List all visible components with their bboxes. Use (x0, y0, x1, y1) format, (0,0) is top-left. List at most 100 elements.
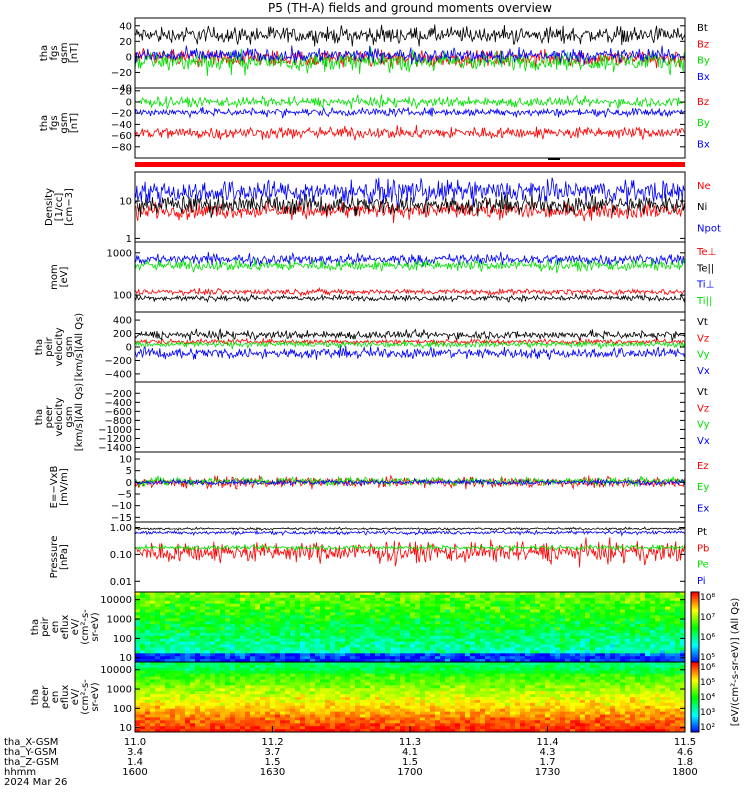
spectrogram-cell (475, 603, 481, 608)
spectrogram-cell (255, 702, 261, 707)
spectrogram-cell (400, 717, 406, 721)
spectrogram-cell (575, 685, 581, 689)
spectrogram-cell (280, 664, 286, 669)
spectrogram-cell (365, 705, 371, 710)
spectrogram-cell (455, 603, 461, 608)
spectrogram-cell (215, 653, 221, 657)
spectrogram-cell (145, 691, 151, 695)
spectrogram-cell (495, 673, 501, 678)
spectrogram-cell (535, 676, 541, 681)
spectrogram-cell (365, 729, 371, 732)
spectrogram-cell (150, 688, 156, 692)
spectrogram-cell (260, 606, 266, 611)
spectrogram-cell (185, 600, 191, 605)
spectrogram-cell (550, 606, 556, 611)
spectrogram-cell (450, 714, 456, 718)
spectrogram-cell (595, 650, 601, 654)
spectrogram-cell (445, 697, 451, 701)
spectrogram-cell (265, 723, 271, 727)
spectrogram-cell (550, 653, 556, 657)
spectrogram-cell (520, 609, 526, 613)
spectrogram-cell (325, 670, 331, 675)
spectrogram-cell (465, 726, 471, 730)
spectrogram-cell (535, 615, 541, 619)
spectrogram-cell (580, 612, 586, 616)
spectrogram-cell (295, 615, 301, 619)
spectrogram-cell (285, 594, 291, 599)
spectrogram-cell (400, 638, 406, 643)
spectrogram-cell (530, 627, 536, 631)
spectrogram-cell (430, 702, 436, 707)
spectrogram-cell (250, 691, 256, 695)
spectrogram-cell (460, 697, 466, 701)
spectrogram-cell (490, 714, 496, 718)
spectrogram-cell (135, 659, 141, 662)
spectrogram-cell (170, 615, 176, 619)
spectrogram-cell (540, 644, 546, 648)
spectrogram-cell (665, 653, 671, 657)
spectrogram-cell (380, 600, 386, 605)
spectrogram-cell (470, 714, 476, 718)
spectrogram-cell (580, 644, 586, 648)
spectrogram-cell (400, 641, 406, 646)
spectrogram-cell (210, 673, 216, 678)
spectrogram-cell (300, 708, 306, 713)
spectrogram-cell (385, 667, 391, 672)
spectrogram-cell (205, 612, 211, 616)
spectrogram-cell (355, 726, 361, 730)
spectrogram-cell (520, 627, 526, 631)
spectrogram-cell (535, 635, 541, 640)
spectrogram-cell (420, 729, 426, 732)
spectrogram-cell (540, 664, 546, 669)
spectrogram-cell (310, 682, 316, 686)
spectrogram-cell (555, 708, 561, 713)
series-density-Ne (135, 199, 685, 224)
spectrogram-cell (310, 624, 316, 628)
spectrogram-cell (465, 673, 471, 678)
spectrogram-cell (225, 627, 231, 631)
spectrogram-cell (315, 705, 321, 710)
spectrogram-cell (680, 629, 685, 634)
spectrogram-cell (145, 714, 151, 718)
spectrogram-cell (210, 670, 216, 675)
spectrogram-cell (235, 644, 241, 648)
spectrogram-cell (525, 650, 531, 654)
spectrogram-cell (260, 603, 266, 608)
spectrogram-cell (165, 641, 171, 646)
spectrogram-cell (380, 653, 386, 657)
spectrogram-cell (240, 702, 246, 707)
spectrogram-cell (480, 679, 486, 683)
spectrogram-cell (255, 650, 261, 654)
spectrogram-cell (350, 638, 356, 643)
spectrogram-cell (195, 621, 201, 625)
spectrogram-cell (670, 653, 676, 657)
spectrogram-cell (480, 667, 486, 672)
spectrogram-cell (515, 659, 521, 662)
spectrogram-cell (175, 635, 181, 640)
spectrogram-cell (565, 659, 571, 662)
spectrogram-cell (370, 624, 376, 628)
spectrogram-cell (140, 705, 146, 710)
spectrogram-cell (560, 679, 566, 683)
spectrogram-cell (540, 641, 546, 646)
spectrogram-cell (245, 647, 251, 651)
spectrogram-cell (380, 711, 386, 716)
spectrogram-cell (610, 641, 616, 646)
legend-Bz: Bz (697, 39, 709, 50)
spectrogram-cell (245, 694, 251, 698)
spectrogram-cell (305, 627, 311, 631)
spectrogram-cell (240, 632, 246, 637)
spectrogram-cell (205, 682, 211, 686)
spectrogram-cell (305, 664, 311, 669)
spectrogram-cell (160, 691, 166, 695)
spectrogram-cell (535, 653, 541, 657)
spectrogram-cell (465, 600, 471, 605)
spectrogram-cell (430, 638, 436, 643)
spectrogram-cell (315, 653, 321, 657)
spectrogram-cell (455, 685, 461, 689)
spectrogram-cell (575, 673, 581, 678)
spectrogram-cell (655, 638, 661, 643)
spectrogram-cell (350, 624, 356, 628)
spectrogram-cell (655, 606, 661, 611)
spectrogram-cell (345, 629, 351, 634)
